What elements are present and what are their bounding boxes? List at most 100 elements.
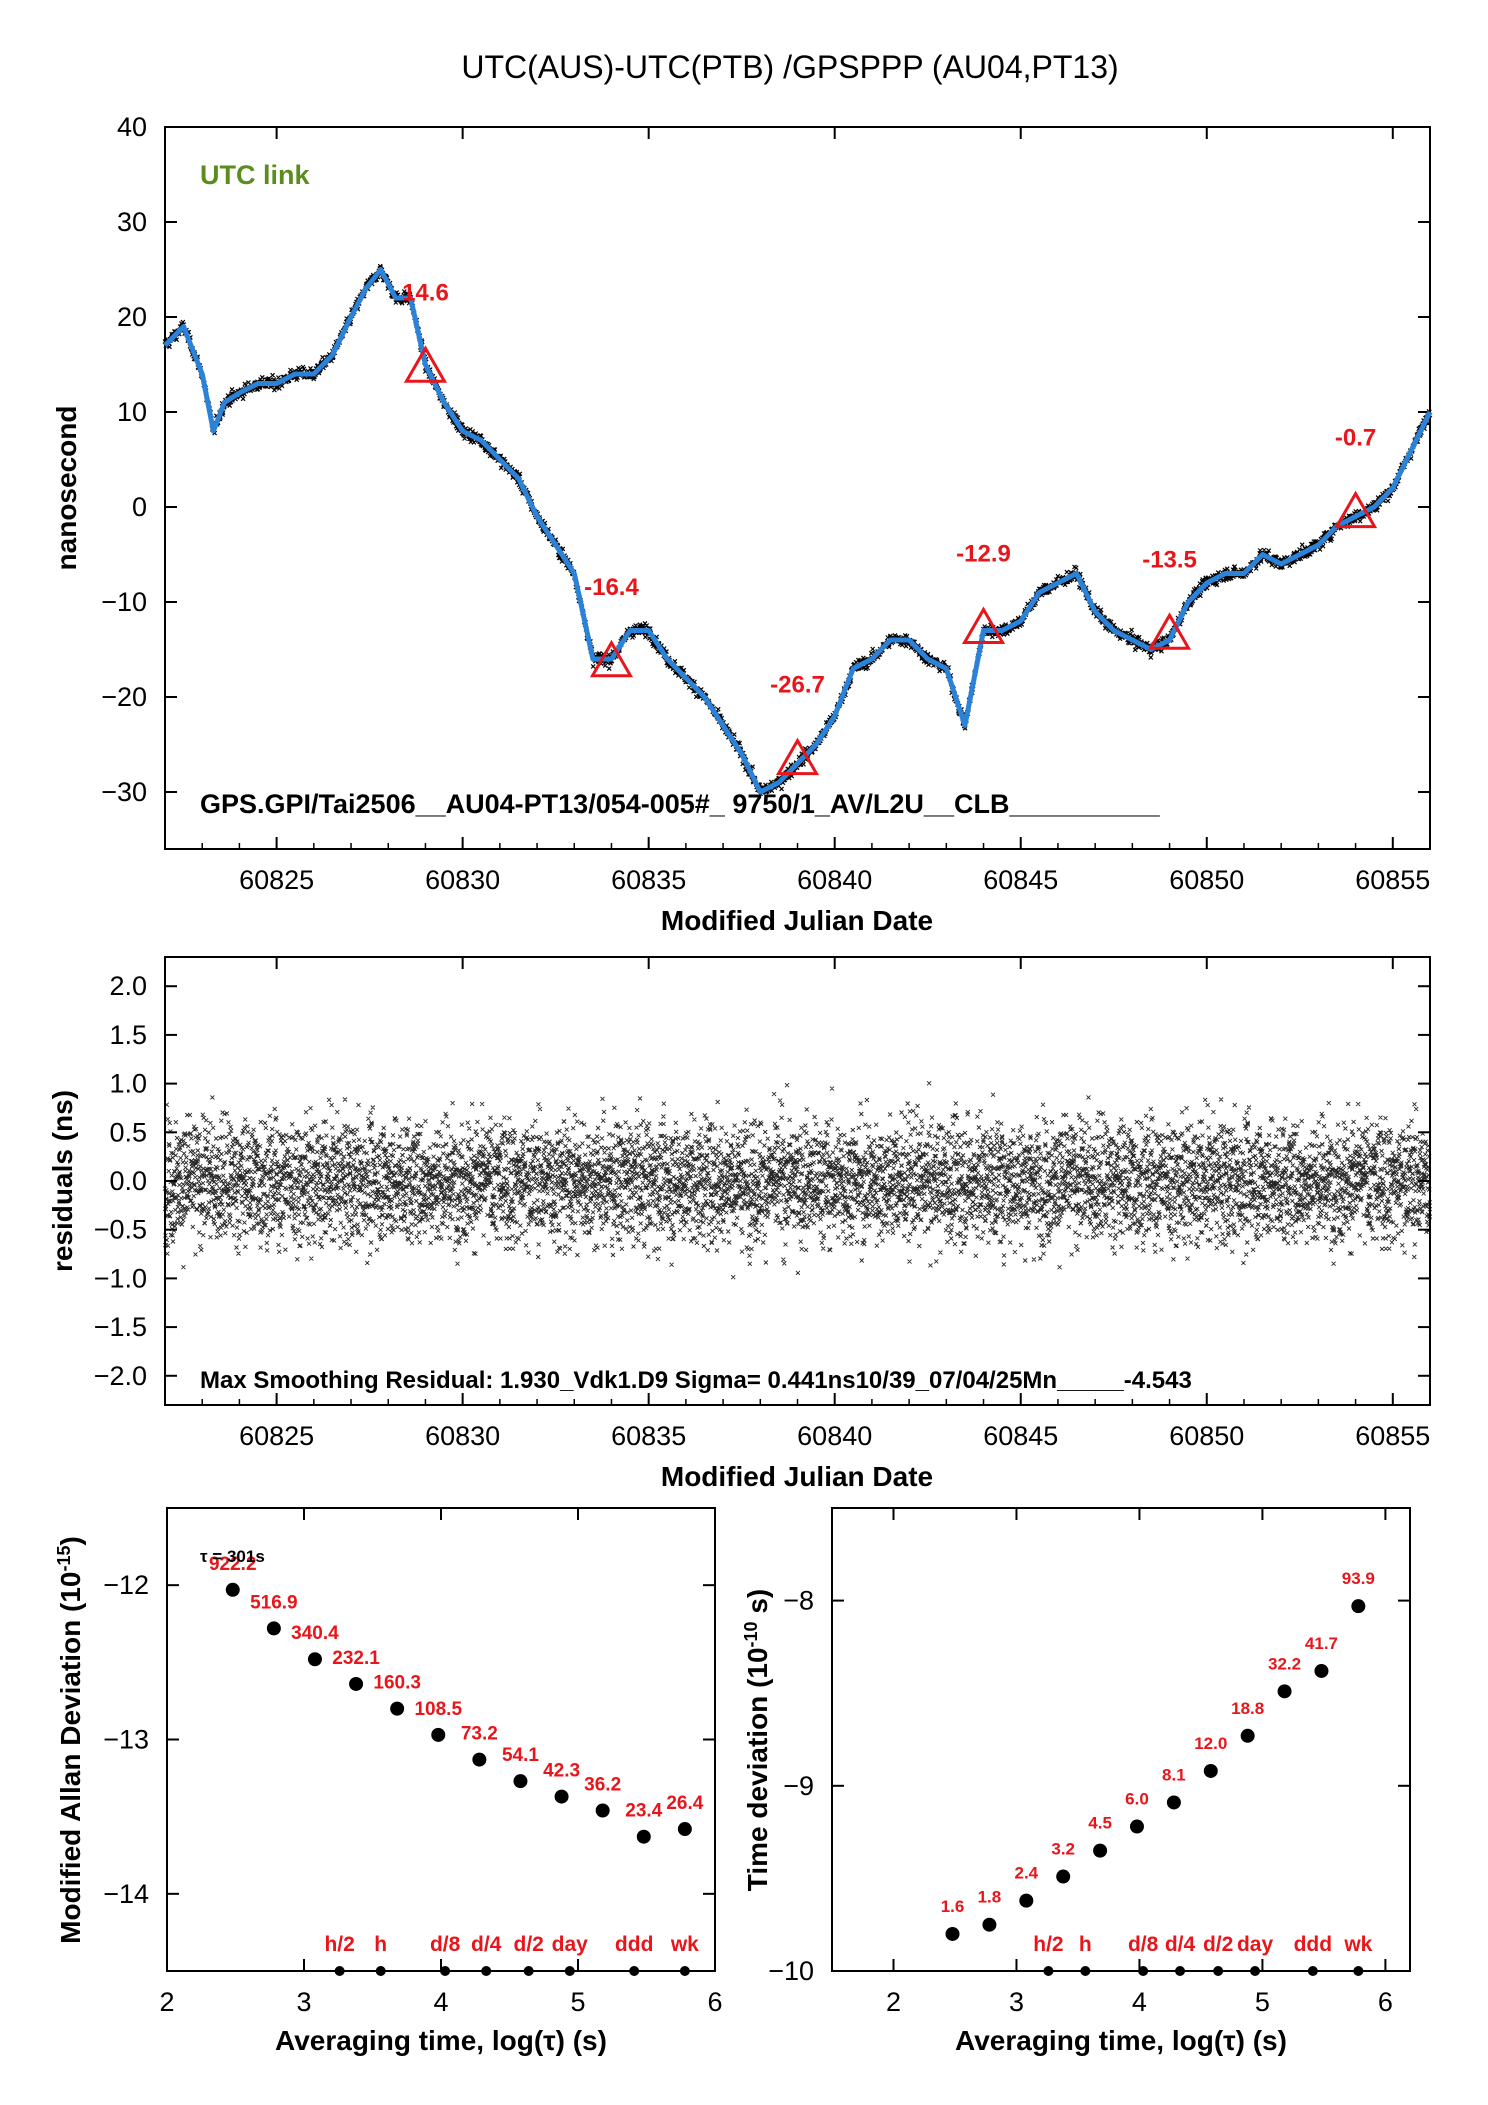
- point-label: 232.1: [332, 1648, 380, 1669]
- x-tick-label: 60855: [1355, 1421, 1430, 1451]
- calibration-triangle: [775, 737, 820, 776]
- x-tick-label: 60840: [797, 865, 872, 895]
- panel-time-series: 60825 60830 60835 60840 60845 60850 60855 40 30 2…: [51, 112, 1433, 936]
- raw-data-cloud: [162, 263, 1433, 797]
- x-tick-label: 60850: [1169, 1421, 1244, 1451]
- time-mark-label: h/2: [1033, 1933, 1063, 1956]
- time-mark-dot: [334, 1966, 345, 1976]
- time-mark-dot: [564, 1966, 575, 1976]
- axes-4: 2 3 4 5 6 −8 −9 −10: [768, 1508, 1410, 2017]
- time-mark-label: d/8: [430, 1933, 461, 1956]
- data-point: [677, 1822, 692, 1837]
- point-label: 32.2: [1268, 1654, 1301, 1673]
- time-mark-dot: [1307, 1966, 1318, 1976]
- time-mark-dot: [679, 1966, 690, 1976]
- y-tick-label: −1.0: [94, 1263, 147, 1293]
- time-mark-label: day: [552, 1933, 589, 1956]
- time-mark-label: h/2: [324, 1933, 354, 1956]
- marker-label: -13.5: [1142, 546, 1197, 573]
- data-point: [1129, 1819, 1144, 1834]
- x-tick-label: 5: [570, 1987, 585, 2017]
- raw-data-points: [162, 263, 1433, 797]
- y-tick-label: 0: [132, 492, 147, 522]
- x-axis-label-4: Averaging time, log(τ) (s): [955, 2025, 1287, 2056]
- time-mark-dot: [523, 1966, 534, 1976]
- y-tick-label: 0.5: [109, 1117, 147, 1147]
- data-point: [1019, 1893, 1034, 1908]
- data-point: [1093, 1843, 1108, 1858]
- y-tick-label: −1.5: [94, 1312, 147, 1342]
- data-point: [390, 1701, 405, 1716]
- time-mark-label: wk: [1343, 1933, 1372, 1956]
- point-label: 18.8: [1231, 1699, 1264, 1718]
- point-label: 4.5: [1088, 1814, 1112, 1833]
- time-mark-label: h: [1079, 1933, 1092, 1956]
- time-mark-label: ddd: [615, 1933, 653, 1956]
- x-tick-label: 5: [1255, 1987, 1270, 2017]
- x-axis-label-1: Modified Julian Date: [661, 905, 933, 936]
- y-tick-label: −10: [768, 1956, 814, 1986]
- time-mark-label: h: [374, 1933, 387, 1956]
- residual-points: [162, 1080, 1433, 1280]
- point-label: 3.2: [1051, 1840, 1075, 1859]
- calibration-triangle: [1147, 612, 1192, 650]
- time-mark-dot: [1250, 1966, 1261, 1976]
- time-mark-dot: [1175, 1966, 1186, 1976]
- x-tick-label: 2: [159, 1987, 174, 2017]
- y-tick-label: −20: [101, 682, 147, 712]
- data-point: [266, 1621, 281, 1636]
- data-point: [1351, 1599, 1366, 1614]
- y-tick-label: −8: [783, 1586, 814, 1616]
- x-tick-label: 2: [886, 1987, 901, 2017]
- y-tick-label: −10: [101, 587, 147, 617]
- y-tick-label: −2.0: [94, 1361, 147, 1391]
- time-mark-label: d/8: [1128, 1933, 1159, 1956]
- y-axis-label-2: residuals (ns): [47, 1090, 78, 1272]
- data-point: [513, 1774, 528, 1789]
- tdev-points: 1.6 1.8 2.4 3.2 4.5 6.0 8.1 12.018.8 32.241.7 93.…: [941, 1569, 1375, 1976]
- data-point: [945, 1926, 960, 1941]
- link-annotation: GPS.GPI/Tai2506__AU04-PT13/054-005#_ 975…: [200, 789, 1161, 819]
- x-tick-label: 6: [1378, 1987, 1393, 2017]
- x-tick-label: 3: [1009, 1987, 1024, 2017]
- data-point: [554, 1789, 569, 1804]
- data-point: [636, 1829, 651, 1844]
- x-tick-label: 60825: [239, 865, 314, 895]
- data-point: [431, 1727, 446, 1742]
- y-tick-label: 1.5: [109, 1020, 147, 1050]
- time-mark-dot: [1080, 1966, 1091, 1976]
- y-axis-label-1: nanosecond: [51, 406, 82, 571]
- time-mark-dot: [1138, 1966, 1149, 1976]
- y-tick-label: −0.5: [94, 1215, 147, 1245]
- time-mark-dot: [375, 1966, 386, 1976]
- time-mark-label: d/2: [1203, 1933, 1233, 1956]
- y-tick-label: 10: [117, 397, 147, 427]
- x-tick-label: 60835: [611, 1421, 686, 1451]
- calibration-markers: 14.6 -16.4 -26.7 -12.9 -13.5 -0.7: [402, 279, 1378, 776]
- marker-label: -12.9: [956, 541, 1011, 568]
- utc-link-label: UTC link: [200, 160, 310, 190]
- residual-cloud: [162, 1080, 1433, 1280]
- x-tick-label: 60830: [425, 865, 500, 895]
- x-tick-label: 4: [1132, 1987, 1147, 2017]
- tau-note: τ = 301s: [200, 1547, 265, 1566]
- data-point: [472, 1752, 487, 1767]
- point-label: 8.1: [1162, 1765, 1186, 1784]
- x-tick-label: 60840: [797, 1421, 872, 1451]
- data-point: [1314, 1663, 1329, 1678]
- point-label: 12.0: [1194, 1734, 1227, 1753]
- point-label: 93.9: [1342, 1569, 1375, 1588]
- x-tick-label: 60830: [425, 1421, 500, 1451]
- marker-label: 14.6: [402, 279, 449, 306]
- marker-label: -16.4: [584, 574, 639, 601]
- time-mark-dot: [1353, 1966, 1364, 1976]
- data-point: [349, 1676, 364, 1691]
- y-tick-label: −13: [103, 1725, 149, 1755]
- x-tick-label: 60845: [983, 865, 1058, 895]
- time-mark-label: day: [1237, 1933, 1274, 1956]
- y-tick-label: 40: [117, 112, 147, 142]
- point-label: 73.2: [461, 1724, 498, 1745]
- y-axis-label-4: Time deviation (10-10 s): [741, 1589, 773, 1892]
- panel-residuals: 60825 60830 60835 60840 60845 60850 60855 2.0 1.…: [47, 956, 1433, 1492]
